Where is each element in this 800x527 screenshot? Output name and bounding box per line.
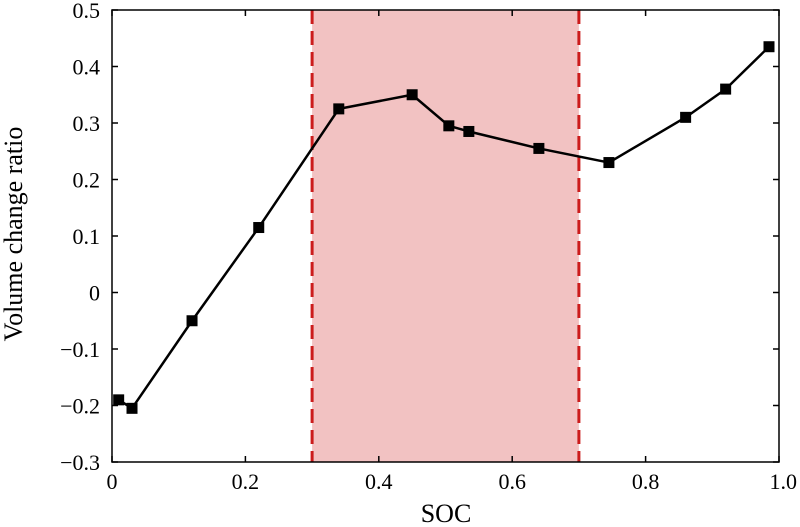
data-point-marker bbox=[253, 222, 265, 234]
data-point-marker bbox=[720, 83, 732, 95]
y-tick-label: 0.5 bbox=[73, 0, 101, 23]
x-tick-label: 0.8 bbox=[632, 469, 660, 494]
y-tick-label: 0.3 bbox=[73, 111, 101, 136]
data-point-marker bbox=[443, 120, 455, 132]
y-tick-label: 0.1 bbox=[73, 224, 101, 249]
x-tick-label: 0.6 bbox=[498, 469, 526, 494]
data-point-marker bbox=[533, 142, 545, 154]
y-tick-label: −0.1 bbox=[60, 337, 100, 362]
y-tick-label: 0.4 bbox=[73, 55, 101, 80]
x-axis-label: SOC bbox=[421, 499, 472, 527]
x-tick-label: 0.2 bbox=[232, 469, 260, 494]
data-point-marker bbox=[186, 315, 198, 327]
y-tick-label: 0 bbox=[89, 281, 100, 306]
x-tick-label: 1.0 bbox=[770, 469, 798, 494]
data-point-marker bbox=[680, 111, 692, 123]
highlight-band-layer bbox=[310, 10, 581, 462]
axis-ticks: 0 0.2 0.4 0.6 0.8 1.0 −0.3 −0.2 −0.1 0 0.1 0.2 0.3 0.… bbox=[60, 0, 797, 494]
y-tick-label: −0.2 bbox=[60, 394, 100, 419]
data-point-marker bbox=[333, 103, 345, 115]
data-point-marker bbox=[463, 125, 475, 137]
data-point-marker bbox=[406, 89, 418, 101]
y-tick-label: 0.2 bbox=[73, 168, 101, 193]
data-point-marker bbox=[126, 402, 138, 414]
data-point-marker bbox=[113, 394, 125, 406]
data-point-marker bbox=[763, 41, 775, 53]
y-tick-label: −0.3 bbox=[60, 450, 100, 475]
y-axis-label: Volume change ratio bbox=[0, 127, 28, 342]
highlight-band bbox=[312, 10, 579, 462]
data-point-marker bbox=[603, 157, 615, 169]
x-tick-label: 0 bbox=[107, 469, 118, 494]
x-tick-label: 0.4 bbox=[365, 469, 393, 494]
series-markers bbox=[113, 41, 775, 414]
